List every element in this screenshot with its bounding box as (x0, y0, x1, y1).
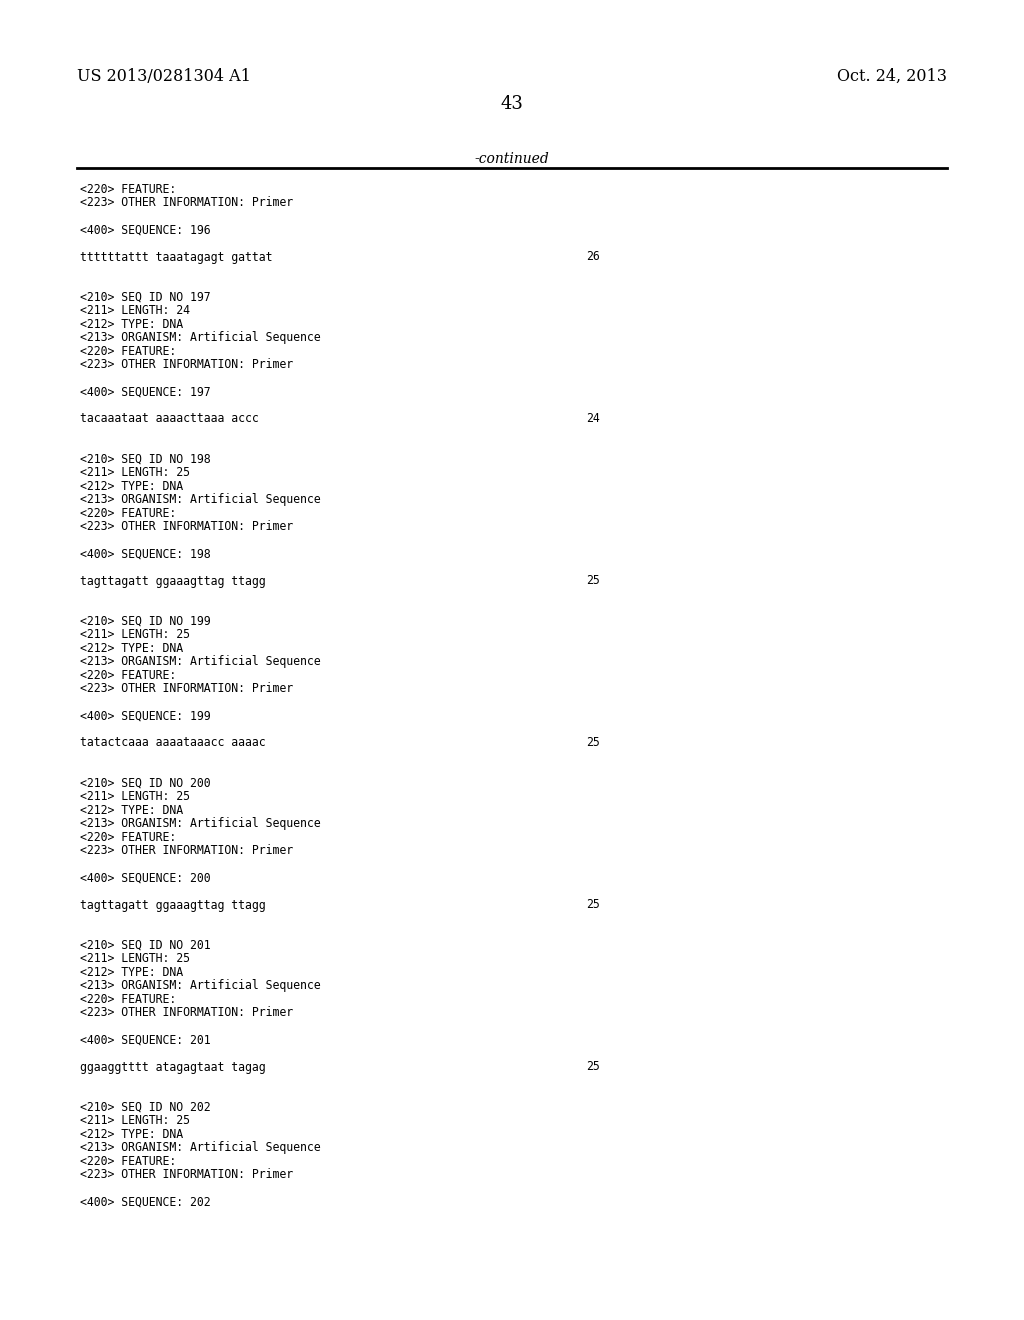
Text: <210> SEQ ID NO 202: <210> SEQ ID NO 202 (80, 1101, 211, 1114)
Text: <210> SEQ ID NO 198: <210> SEQ ID NO 198 (80, 453, 211, 466)
Text: 25: 25 (586, 899, 599, 912)
Text: tagttagatt ggaaagttag ttagg: tagttagatt ggaaagttag ttagg (80, 899, 265, 912)
Text: -continued: -continued (475, 152, 549, 166)
Text: <400> SEQUENCE: 197: <400> SEQUENCE: 197 (80, 385, 211, 399)
Text: <223> OTHER INFORMATION: Primer: <223> OTHER INFORMATION: Primer (80, 845, 293, 858)
Text: <400> SEQUENCE: 198: <400> SEQUENCE: 198 (80, 548, 211, 561)
Text: <220> FEATURE:: <220> FEATURE: (80, 669, 176, 682)
Text: <213> ORGANISM: Artificial Sequence: <213> ORGANISM: Artificial Sequence (80, 817, 321, 830)
Text: <400> SEQUENCE: 201: <400> SEQUENCE: 201 (80, 1034, 211, 1047)
Text: tagttagatt ggaaagttag ttagg: tagttagatt ggaaagttag ttagg (80, 574, 265, 587)
Text: 25: 25 (586, 1060, 599, 1073)
Text: <400> SEQUENCE: 200: <400> SEQUENCE: 200 (80, 871, 211, 884)
Text: <212> TYPE: DNA: <212> TYPE: DNA (80, 480, 183, 492)
Text: <213> ORGANISM: Artificial Sequence: <213> ORGANISM: Artificial Sequence (80, 656, 321, 668)
Text: 25: 25 (586, 574, 599, 587)
Text: <400> SEQUENCE: 196: <400> SEQUENCE: 196 (80, 223, 211, 236)
Text: tatactcaaa aaaataaacc aaaac: tatactcaaa aaaataaacc aaaac (80, 737, 265, 750)
Text: <210> SEQ ID NO 201: <210> SEQ ID NO 201 (80, 939, 211, 952)
Text: Oct. 24, 2013: Oct. 24, 2013 (838, 69, 947, 84)
Text: <213> ORGANISM: Artificial Sequence: <213> ORGANISM: Artificial Sequence (80, 979, 321, 993)
Text: <223> OTHER INFORMATION: Primer: <223> OTHER INFORMATION: Primer (80, 682, 293, 696)
Text: 25: 25 (586, 737, 599, 750)
Text: US 2013/0281304 A1: US 2013/0281304 A1 (77, 69, 251, 84)
Text: tacaaataat aaaacttaaa accc: tacaaataat aaaacttaaa accc (80, 412, 259, 425)
Text: <223> OTHER INFORMATION: Primer: <223> OTHER INFORMATION: Primer (80, 1006, 293, 1019)
Text: <400> SEQUENCE: 199: <400> SEQUENCE: 199 (80, 710, 211, 722)
Text: <220> FEATURE:: <220> FEATURE: (80, 183, 176, 195)
Text: <400> SEQUENCE: 202: <400> SEQUENCE: 202 (80, 1196, 211, 1209)
Text: <211> LENGTH: 25: <211> LENGTH: 25 (80, 791, 189, 804)
Text: 24: 24 (586, 412, 599, 425)
Text: 43: 43 (501, 95, 523, 114)
Text: <211> LENGTH: 24: <211> LENGTH: 24 (80, 305, 189, 318)
Text: <220> FEATURE:: <220> FEATURE: (80, 507, 176, 520)
Text: <212> TYPE: DNA: <212> TYPE: DNA (80, 966, 183, 979)
Text: <213> ORGANISM: Artificial Sequence: <213> ORGANISM: Artificial Sequence (80, 1142, 321, 1155)
Text: <212> TYPE: DNA: <212> TYPE: DNA (80, 804, 183, 817)
Text: <223> OTHER INFORMATION: Primer: <223> OTHER INFORMATION: Primer (80, 520, 293, 533)
Text: <210> SEQ ID NO 197: <210> SEQ ID NO 197 (80, 290, 211, 304)
Text: <223> OTHER INFORMATION: Primer: <223> OTHER INFORMATION: Primer (80, 359, 293, 371)
Text: ttttttattt taaatagagt gattat: ttttttattt taaatagagt gattat (80, 251, 272, 264)
Text: <220> FEATURE:: <220> FEATURE: (80, 1155, 176, 1168)
Text: <213> ORGANISM: Artificial Sequence: <213> ORGANISM: Artificial Sequence (80, 494, 321, 507)
Text: <220> FEATURE:: <220> FEATURE: (80, 832, 176, 843)
Text: <223> OTHER INFORMATION: Primer: <223> OTHER INFORMATION: Primer (80, 197, 293, 210)
Text: <211> LENGTH: 25: <211> LENGTH: 25 (80, 466, 189, 479)
Text: 26: 26 (586, 251, 599, 264)
Text: <223> OTHER INFORMATION: Primer: <223> OTHER INFORMATION: Primer (80, 1168, 293, 1181)
Text: <211> LENGTH: 25: <211> LENGTH: 25 (80, 1114, 189, 1127)
Text: <212> TYPE: DNA: <212> TYPE: DNA (80, 318, 183, 331)
Text: <212> TYPE: DNA: <212> TYPE: DNA (80, 1129, 183, 1140)
Text: <213> ORGANISM: Artificial Sequence: <213> ORGANISM: Artificial Sequence (80, 331, 321, 345)
Text: <210> SEQ ID NO 199: <210> SEQ ID NO 199 (80, 615, 211, 628)
Text: <212> TYPE: DNA: <212> TYPE: DNA (80, 642, 183, 655)
Text: <210> SEQ ID NO 200: <210> SEQ ID NO 200 (80, 777, 211, 789)
Text: <211> LENGTH: 25: <211> LENGTH: 25 (80, 953, 189, 965)
Text: <220> FEATURE:: <220> FEATURE: (80, 345, 176, 358)
Text: <220> FEATURE:: <220> FEATURE: (80, 993, 176, 1006)
Text: ggaaggtttt atagagtaat tagag: ggaaggtttt atagagtaat tagag (80, 1060, 265, 1073)
Text: <211> LENGTH: 25: <211> LENGTH: 25 (80, 628, 189, 642)
